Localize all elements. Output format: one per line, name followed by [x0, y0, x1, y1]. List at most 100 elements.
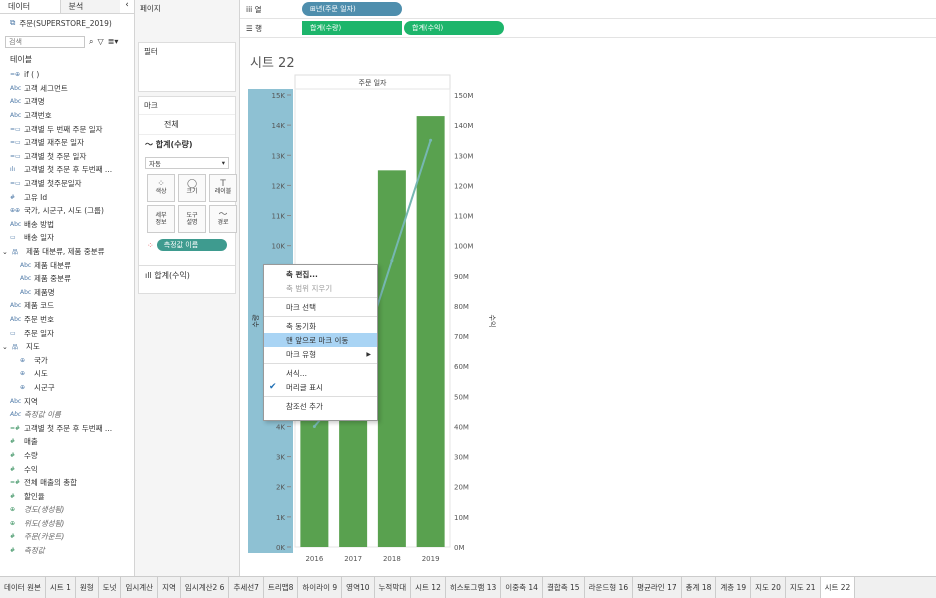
- sheet-tab[interactable]: 지역: [158, 577, 181, 598]
- sheet-tab[interactable]: 임시계산2 6: [181, 577, 230, 598]
- field-item[interactable]: # 주문(카운트): [0, 530, 134, 544]
- field-item[interactable]: Abc 고객번호: [0, 109, 134, 123]
- pages-card-title: 페이지: [140, 4, 161, 13]
- sheet-tab[interactable]: 추세선7: [229, 577, 264, 598]
- data-source[interactable]: ⧉ 주문(SUPERSTORE_2019): [0, 14, 134, 32]
- menu-edit-axis[interactable]: 축 편집...: [286, 269, 318, 279]
- menu-add-reference-line[interactable]: 참조선 추가: [286, 401, 323, 411]
- field-item[interactable]: ⌄ 品 제품 대분류, 제품 중분류: [0, 245, 134, 259]
- sheet-tab[interactable]: 영역10: [342, 577, 375, 598]
- sheet-tab[interactable]: 총계 18: [682, 577, 717, 598]
- sheet-tab[interactable]: 임시계산: [121, 577, 159, 598]
- sheet-tab[interactable]: 히스토그램 13: [446, 577, 502, 598]
- menu-sync-axis[interactable]: 축 동기화: [286, 321, 316, 331]
- chevron-down-icon[interactable]: ⌄: [2, 342, 8, 351]
- sheet-tab[interactable]: 지도 20: [751, 577, 786, 598]
- field-item[interactable]: ılı 고객별 첫 주문 후 두번째 ...: [0, 163, 134, 177]
- marks-sum-profit[interactable]: ıll 합계(수익): [139, 265, 235, 285]
- field-item[interactable]: # 매출: [0, 435, 134, 449]
- field-item[interactable]: Abc 측정값 이름: [0, 408, 134, 422]
- field-item[interactable]: Abc 지역: [0, 394, 134, 408]
- menu-separator: [264, 363, 377, 364]
- field-item[interactable]: ▭ 배송 일자: [0, 231, 134, 245]
- field-type-icon: #: [10, 533, 16, 541]
- tab-data[interactable]: 데이터: [0, 0, 61, 13]
- field-item[interactable]: ⊕ 경도(생성됨): [0, 503, 134, 517]
- field-item[interactable]: Abc 고객명: [0, 95, 134, 109]
- left-axis-tick: 11K: [272, 213, 286, 221]
- filter-icon[interactable]: ▽: [97, 37, 104, 46]
- field-item[interactable]: # 수량: [0, 449, 134, 463]
- field-item[interactable]: # 측정값: [0, 544, 134, 558]
- field-item[interactable]: ⊕ 시도: [0, 367, 134, 381]
- columns-pill[interactable]: ⊞ 년(주문 일자): [302, 2, 402, 16]
- field-label: 제품 대분류: [34, 260, 71, 270]
- menu-show-header[interactable]: ✔ 머리글 표시: [264, 380, 377, 394]
- sheet-tab[interactable]: 도넛: [99, 577, 122, 598]
- sheet-tab[interactable]: 트리맵8: [264, 577, 299, 598]
- chevron-down-icon[interactable]: ⌄: [2, 247, 8, 256]
- field-item[interactable]: =# 고객별 첫 주문 후 두번째 ...: [0, 421, 134, 435]
- rows-pill-quantity[interactable]: 합계(수량): [302, 21, 402, 35]
- field-item[interactable]: =⊕ if ( ): [0, 68, 134, 82]
- menu-mark-type[interactable]: 마크 유형 ▶: [264, 347, 377, 361]
- field-item[interactable]: ⊕ 위도(생성됨): [0, 517, 134, 531]
- field-item[interactable]: ⊕⊕ 국가, 시군구, 시도 (그룹): [0, 204, 134, 218]
- field-item[interactable]: Abc 제품 코드: [0, 299, 134, 313]
- field-item[interactable]: Abc 제품 대분류: [0, 258, 134, 272]
- field-item[interactable]: =# 전체 매출의 총합: [0, 476, 134, 490]
- field-item[interactable]: Abc 고객 세그먼트: [0, 82, 134, 96]
- rows-label: 행: [255, 23, 263, 33]
- path-button[interactable]: 〜 경로: [209, 205, 237, 233]
- field-item[interactable]: Abc 배송 방법: [0, 218, 134, 232]
- sheet-tab[interactable]: 계층 19: [716, 577, 752, 598]
- field-label: if ( ): [24, 70, 40, 80]
- detail-button[interactable]: 세부 정보: [147, 205, 175, 233]
- menu-select-marks[interactable]: 마크 선택: [286, 302, 316, 312]
- marks-sum-quantity[interactable]: 〜 합계(수량): [139, 134, 235, 154]
- field-item[interactable]: =▭ 고객별 재주문 일자: [0, 136, 134, 150]
- sheet-tab[interactable]: 원형: [76, 577, 99, 598]
- field-item[interactable]: ⌄ 品 지도: [0, 340, 134, 354]
- size-button[interactable]: ◯ 크기: [178, 174, 206, 202]
- marks-all[interactable]: 전체: [139, 114, 235, 134]
- sheet-tab[interactable]: 시트 22: [820, 577, 856, 598]
- sheet-tab[interactable]: 이중축 14: [501, 577, 543, 598]
- label-button[interactable]: T 레이블: [209, 174, 237, 202]
- menu-mark-type-label: 마크 유형: [286, 349, 316, 359]
- menu-format[interactable]: 서식...: [286, 368, 307, 378]
- tab-analytics[interactable]: 분석: [60, 0, 120, 13]
- search-input[interactable]: [5, 35, 85, 48]
- sheet-tab[interactable]: 평균라인 17: [633, 577, 682, 598]
- field-item[interactable]: ⊕ 시군구: [0, 381, 134, 395]
- field-item[interactable]: Abc 제품명: [0, 286, 134, 300]
- sheet-tab[interactable]: 결합축 15: [543, 577, 585, 598]
- sheet-tab[interactable]: 시트 1: [46, 577, 76, 598]
- sheet-tab[interactable]: 하이라이 9: [298, 577, 343, 598]
- sheet-tab[interactable]: 누적막대: [375, 577, 412, 598]
- checkmark-icon: ✔: [269, 382, 277, 392]
- field-item[interactable]: ▭ 주문 일자: [0, 326, 134, 340]
- measure-names-pill[interactable]: 측정값 이름: [156, 239, 227, 251]
- field-item[interactable]: Abc 주문 번호: [0, 313, 134, 327]
- field-item[interactable]: =▭ 고객별 첫주문일자: [0, 177, 134, 191]
- collapse-panel-icon[interactable]: ‹: [125, 0, 129, 10]
- sheet-tab[interactable]: 시트 12: [411, 577, 446, 598]
- mark-type-select[interactable]: 자동 ▾: [145, 157, 229, 169]
- sheet-tab[interactable]: 라운드형 16: [585, 577, 634, 598]
- field-item[interactable]: =▭ 고객별 두 번째 주문 일자: [0, 122, 134, 136]
- rows-pill-profit[interactable]: 합계(수익): [404, 21, 504, 35]
- field-item[interactable]: # 고유 Id: [0, 190, 134, 204]
- field-item[interactable]: ⊕ 국가: [0, 353, 134, 367]
- field-item[interactable]: Abc 제품 중분류: [0, 272, 134, 286]
- field-item[interactable]: # 할인율: [0, 489, 134, 503]
- sheet-tab[interactable]: 지도 21: [786, 577, 821, 598]
- menu-move-marks-front[interactable]: 맨 앞으로 마크 이동: [264, 333, 377, 347]
- tab-data-source[interactable]: 데이터 원본: [0, 577, 46, 598]
- tooltip-button[interactable]: 도구 설명: [178, 205, 206, 233]
- color-button[interactable]: ⁘ 색상: [147, 174, 175, 202]
- field-item[interactable]: =▭ 고객별 첫 주문 일자: [0, 150, 134, 164]
- field-item[interactable]: # 수익: [0, 462, 134, 476]
- search-icon[interactable]: ⌕: [89, 36, 94, 46]
- view-options-icon[interactable]: ≣▾: [107, 37, 119, 46]
